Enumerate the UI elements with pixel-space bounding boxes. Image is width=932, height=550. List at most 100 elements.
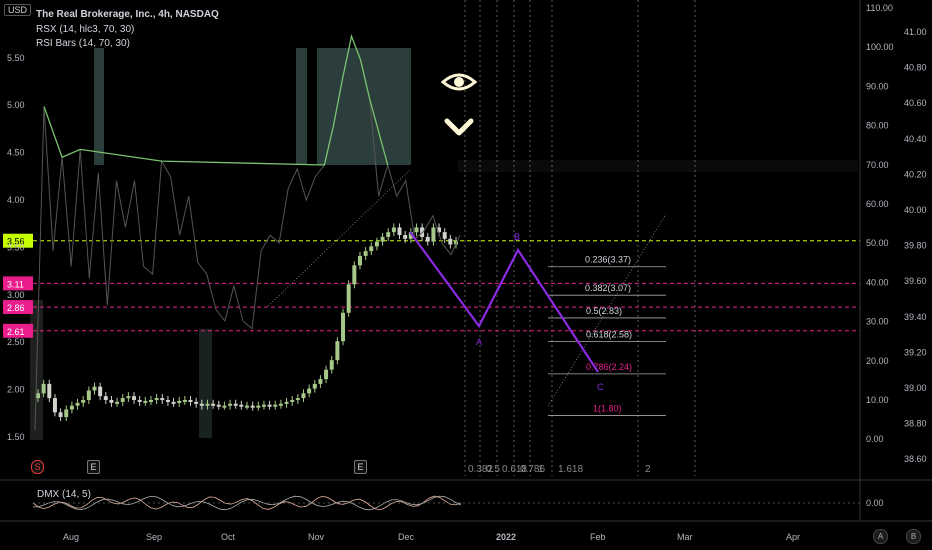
pattern-point-label: B [514, 232, 520, 242]
fib-axis-tick-label: 39.20 [904, 347, 927, 357]
split-event-marker[interactable]: S [31, 460, 44, 474]
price-tick-label: 5.00 [7, 100, 25, 110]
fib-axis-tick-label: 38.80 [904, 419, 927, 429]
candle-body [143, 400, 148, 403]
price-label-box [3, 276, 33, 291]
candle-body [64, 409, 69, 418]
candle-body [284, 401, 289, 404]
currency-label[interactable]: USD [4, 4, 32, 16]
time-tick-label: 2022 [496, 532, 516, 542]
candle-body [52, 398, 57, 413]
candle-body [92, 386, 97, 391]
candle-body [363, 251, 368, 256]
fib-level-label: 0.5(2.83) [586, 306, 622, 316]
price-tick-label: 3.50 [7, 242, 25, 252]
indicator-rsx-label[interactable]: RSX (14, hlc3, 70, 30) [36, 24, 135, 35]
price-label: 3.56 [7, 237, 25, 247]
candle-body [442, 232, 447, 239]
candle-body [425, 236, 430, 242]
candle-body [256, 405, 261, 408]
candle-body [69, 405, 74, 410]
dmx-indicator-label[interactable]: DMX (14, 5) [37, 489, 91, 500]
candle-body [41, 383, 46, 394]
candle-body [454, 240, 458, 245]
candle-body [137, 399, 142, 402]
candle-body [374, 241, 379, 247]
candle-body [357, 255, 362, 266]
fib-level-label: 1(1.80) [593, 404, 622, 414]
candle-body [329, 360, 334, 370]
candle-body [233, 403, 238, 406]
rsx-tick-label: 30.00 [866, 317, 889, 327]
candle-body [414, 227, 419, 233]
candle-body [386, 232, 391, 237]
candle-body [391, 227, 396, 233]
candle-body [301, 393, 306, 399]
fib-axis-tick-label: 39.80 [904, 241, 927, 251]
price-tick-label: 2.50 [7, 337, 25, 347]
fib-axis-tick-label: 40.20 [904, 169, 927, 179]
rsx-tick-label: 20.00 [866, 356, 889, 366]
candle-body [324, 369, 329, 380]
fib-time-label: 0.618 [502, 464, 527, 475]
candle-body [171, 401, 176, 404]
rsx-tick-label: 90.00 [866, 81, 889, 91]
candle-body [103, 396, 108, 400]
earnings-event-marker[interactable]: E [87, 460, 100, 474]
rsx-tick-label: 0.00 [866, 434, 884, 444]
earnings-event-marker[interactable]: E [354, 460, 367, 474]
indicator-rsi-bars-label[interactable]: RSI Bars (14, 70, 30) [36, 38, 130, 49]
candle-body [397, 227, 402, 236]
fib-level-label: 0.618(2.58) [586, 330, 632, 340]
fib-time-label: 0.5 [486, 464, 500, 475]
candle-body [199, 403, 204, 406]
rsx-tick-label: 80.00 [866, 121, 889, 131]
time-tick-label: Feb [590, 532, 606, 542]
rsx-tick-label: 70.00 [866, 160, 889, 170]
candle-body [250, 405, 255, 408]
candle-body [380, 236, 385, 242]
candle-body [81, 399, 86, 403]
fib-axis-tick-label: 40.80 [904, 63, 927, 73]
price-label-box [3, 323, 33, 338]
candle-body [222, 405, 227, 408]
candle-body [188, 399, 193, 402]
candle-body [205, 403, 210, 406]
candle-body [278, 403, 283, 406]
candle-body [267, 404, 272, 407]
rsx-tick-label: 60.00 [866, 199, 889, 209]
fit-button[interactable]: B [906, 529, 921, 544]
candle-body [437, 227, 442, 233]
rsx-tick-label: 50.00 [866, 238, 889, 248]
fib-time-label: 1.618 [558, 464, 583, 475]
auto-scale-button[interactable]: A [873, 529, 888, 544]
dmx-zero-label: 0.00 [866, 498, 884, 508]
eye-icon-pupil [454, 77, 464, 87]
price-tick-label: 2.00 [7, 385, 25, 395]
time-tick-label: Apr [786, 532, 800, 542]
candle-body [369, 246, 374, 252]
candle-body [228, 403, 233, 406]
candle-body [182, 399, 187, 402]
candle-body [346, 284, 351, 313]
candle-body [36, 393, 40, 399]
candle-body [261, 404, 266, 407]
abc-pattern: A B C [409, 231, 604, 392]
rsx-tick-label: 110.00 [866, 3, 893, 13]
price-label-box [3, 233, 33, 248]
rsx-tick-label: 40.00 [866, 277, 889, 287]
candle-body [245, 405, 249, 408]
candle-body [86, 390, 91, 400]
price-label: 2.86 [7, 303, 25, 313]
time-tick-label: Mar [677, 532, 693, 542]
fib-axis-tick-label: 40.00 [904, 205, 927, 215]
candle-body [115, 401, 120, 404]
time-tick-label: Nov [308, 532, 325, 542]
price-tick-label: 4.50 [7, 148, 25, 158]
chevron-down-icon [444, 118, 474, 136]
dmx-minus-line [32, 495, 462, 511]
fib-axis-tick-label: 41.00 [904, 27, 927, 37]
pattern-point-label: A [476, 337, 482, 347]
